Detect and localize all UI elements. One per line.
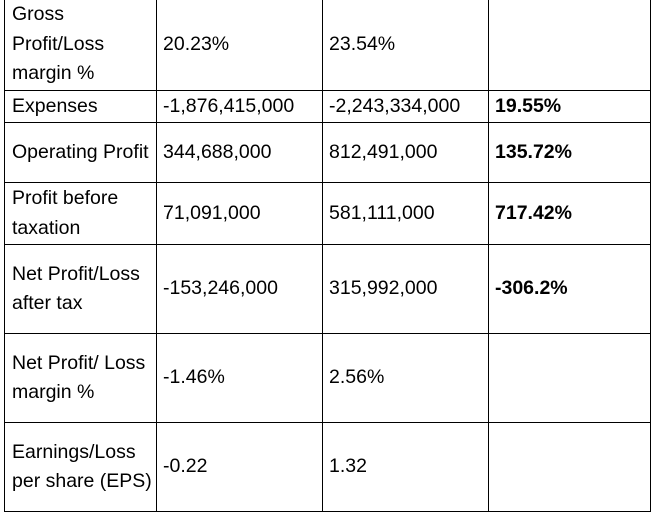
value-cell-year-1: 344,688,000 xyxy=(156,122,323,183)
value-cell-year-2: -2,243,334,000 xyxy=(322,89,489,123)
table-row-expenses: Expenses -1,876,415,000 -2,243,334,000 1… xyxy=(4,89,651,123)
change-cell xyxy=(488,422,651,512)
table-row-operating-profit: Operating Profit 344,688,000 812,491,000… xyxy=(4,122,651,183)
row-label: Net Profit/ Loss margin % xyxy=(4,333,157,423)
value-cell-year-2: 315,992,000 xyxy=(322,244,489,334)
table-row-profit-before-tax: Profit before taxation 71,091,000 581,11… xyxy=(4,182,651,245)
change-cell: 135.72% xyxy=(488,122,651,183)
change-cell: 717.42% xyxy=(488,182,651,245)
table-row-net-profit-after-tax: Net Profit/Loss after tax -153,246,000 3… xyxy=(4,244,651,334)
value-cell-year-1: -1.46% xyxy=(156,333,323,423)
row-label: Net Profit/Loss after tax xyxy=(4,244,157,334)
value-cell-year-2: 812,491,000 xyxy=(322,122,489,183)
table-row-gross-margin: Gross Profit/Loss margin % 20.23% 23.54% xyxy=(4,0,651,91)
value-cell-year-1: -0.22 xyxy=(156,422,323,512)
value-cell-year-2: 23.54% xyxy=(322,0,489,91)
value-cell-year-1: 20.23% xyxy=(156,0,323,91)
value-cell-year-1: -153,246,000 xyxy=(156,244,323,334)
change-cell: 19.55% xyxy=(488,89,651,123)
change-cell xyxy=(488,333,651,423)
value-cell-year-1: 71,091,000 xyxy=(156,182,323,245)
row-label: Profit before taxation xyxy=(4,182,157,245)
row-label: Operating Profit xyxy=(4,122,157,183)
row-label: Gross Profit/Loss margin % xyxy=(4,0,157,91)
value-cell-year-2: 581,111,000 xyxy=(322,182,489,245)
change-cell xyxy=(488,0,651,91)
value-cell-year-1: -1,876,415,000 xyxy=(156,89,323,123)
change-cell: -306.2% xyxy=(488,244,651,334)
table-row-net-margin: Net Profit/ Loss margin % -1.46% 2.56% xyxy=(4,333,651,423)
financial-table-container: Gross Profit/Loss margin % 20.23% 23.54%… xyxy=(4,0,651,512)
financial-summary-table: Gross Profit/Loss margin % 20.23% 23.54%… xyxy=(4,0,651,512)
table-row-eps: Earnings/Loss per share (EPS) -0.22 1.32 xyxy=(4,422,651,512)
row-label: Expenses xyxy=(4,89,157,123)
value-cell-year-2: 1.32 xyxy=(322,422,489,512)
value-cell-year-2: 2.56% xyxy=(322,333,489,423)
row-label: Earnings/Loss per share (EPS) xyxy=(4,422,157,512)
